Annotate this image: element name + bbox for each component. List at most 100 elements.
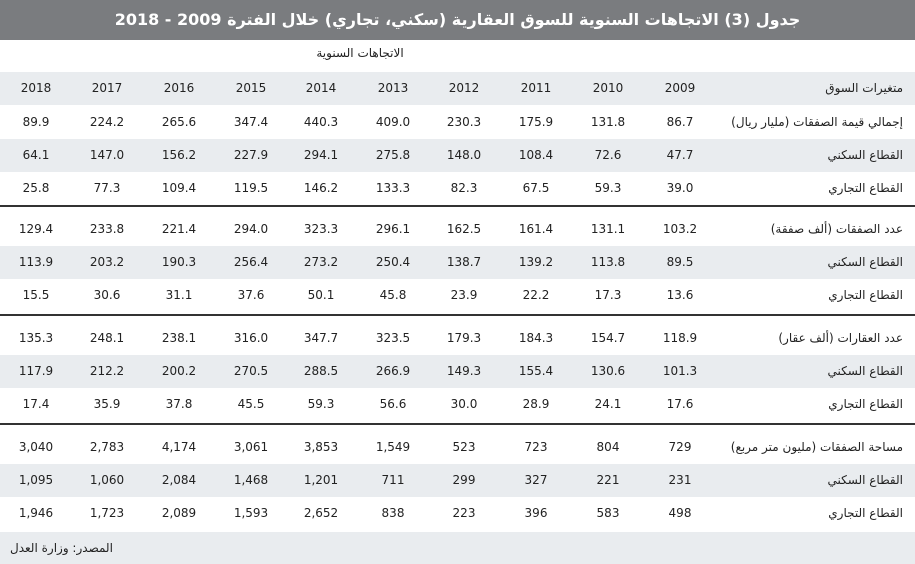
table-cell: 59.3 bbox=[594, 181, 622, 195]
table-cell: 1,095 bbox=[18, 473, 54, 487]
table-cell: 273.2 bbox=[303, 255, 339, 269]
table-row: 1,095 1,060 2,084 1,468 1,201 711 299 327 221 231… bbox=[0, 464, 915, 497]
table-cell: 155.4 bbox=[518, 364, 554, 378]
table-cell: 299 bbox=[452, 473, 476, 487]
table-row: 1,946 1,723 2,089 1,593 2,652 838 223 396 583 498… bbox=[0, 497, 915, 530]
table-cell: 184.3 bbox=[518, 331, 554, 345]
table-cell: 133.3 bbox=[375, 181, 411, 195]
table-cell: 212.2 bbox=[89, 364, 125, 378]
table-cell: 129.4 bbox=[18, 222, 54, 236]
row-label: إجمالي قيمة الصفقات (مليار ريال) bbox=[731, 115, 903, 129]
table-cell: 838 bbox=[381, 506, 405, 520]
table-cell: 31.1 bbox=[165, 288, 193, 302]
table-cell: 223 bbox=[452, 506, 476, 520]
table-cell: 50.1 bbox=[307, 288, 335, 302]
table-cell: 275.8 bbox=[375, 148, 411, 162]
table-cell: 45.5 bbox=[237, 397, 265, 411]
table-cell: 56.6 bbox=[379, 397, 407, 411]
table-cell: 1,060 bbox=[89, 473, 125, 487]
table-cell: 25.8 bbox=[22, 181, 50, 195]
table-cell: 2013 bbox=[377, 81, 409, 95]
table-cell: 64.1 bbox=[22, 148, 50, 162]
table-cell: 2009 bbox=[664, 81, 696, 95]
table-cell: 230.3 bbox=[446, 115, 482, 129]
table-row: 129.4 233.8 221.4 294.0 323.3 296.1 162.5 161.4… bbox=[0, 213, 915, 246]
table-row: 3,040 2,783 4,174 3,061 3,853 1,549 523 723 804 7… bbox=[0, 431, 915, 464]
table-cell: 203.2 bbox=[89, 255, 125, 269]
table-cell: 118.9 bbox=[662, 331, 698, 345]
table-cell: 23.9 bbox=[450, 288, 478, 302]
row-label: عدد العقارات (ألف عقار) bbox=[778, 331, 903, 345]
table-cell: 227.9 bbox=[233, 148, 269, 162]
table-cell: 154.7 bbox=[590, 331, 626, 345]
table-row: 15.5 30.6 31.1 37.6 50.1 45.8 23.9 22.2 17.3 13.6… bbox=[0, 279, 915, 312]
table-cell: 179.3 bbox=[446, 331, 482, 345]
row-label: القطاع التجاري bbox=[828, 288, 903, 302]
row-label: مساحة الصفقات (مليون متر مربع) bbox=[730, 440, 903, 454]
table-cell: 131.1 bbox=[590, 222, 626, 236]
table-cell: 523 bbox=[452, 440, 476, 454]
table-cell: 288.5 bbox=[303, 364, 339, 378]
header-row: 2018 2017 2016 2015 2014 2013 2012 2011 2010 2009… bbox=[0, 72, 915, 105]
table-cell: 1,723 bbox=[89, 506, 125, 520]
table-cell: 119.5 bbox=[233, 181, 269, 195]
table-cell: 146.2 bbox=[303, 181, 339, 195]
table-cell: 28.9 bbox=[522, 397, 550, 411]
table-cell: 17.3 bbox=[594, 288, 622, 302]
table-cell: 1,593 bbox=[233, 506, 269, 520]
table-cell: 723 bbox=[524, 440, 548, 454]
table-cell: 15.5 bbox=[22, 288, 50, 302]
table-cell: 323.5 bbox=[375, 331, 411, 345]
table-cell: 2016 bbox=[163, 81, 195, 95]
table-cell: 162.5 bbox=[446, 222, 482, 236]
table-cell: 2,089 bbox=[161, 506, 197, 520]
table-cell: 86.7 bbox=[666, 115, 694, 129]
row-label: القطاع السكني bbox=[827, 473, 903, 487]
table-cell: 294.0 bbox=[233, 222, 269, 236]
table-cell: 2010 bbox=[592, 81, 624, 95]
table-cell: 35.9 bbox=[93, 397, 121, 411]
table-cell: 804 bbox=[596, 440, 620, 454]
table-cell: 498 bbox=[668, 506, 692, 520]
table-cell: 1,468 bbox=[233, 473, 269, 487]
table-cell: 17.6 bbox=[666, 397, 694, 411]
table-row: 89.9 224.2 265.6 347.4 440.3 409.0 230.3 175.9 1… bbox=[0, 106, 915, 139]
table-cell: 231 bbox=[668, 473, 692, 487]
table-subheader: الاتجاهات السنوية bbox=[0, 40, 915, 72]
table-cell: 224.2 bbox=[89, 115, 125, 129]
table-cell: 89.5 bbox=[666, 255, 694, 269]
table-cell: 22.2 bbox=[522, 288, 550, 302]
table-cell: 2018 bbox=[20, 81, 52, 95]
table-cell: 156.2 bbox=[161, 148, 197, 162]
table-cell: 17.4 bbox=[22, 397, 50, 411]
table-cell: 59.3 bbox=[307, 397, 335, 411]
table-cell: 296.1 bbox=[375, 222, 411, 236]
table-cell: 238.1 bbox=[161, 331, 197, 345]
table-cell: 138.7 bbox=[446, 255, 482, 269]
table-cell: 108.4 bbox=[518, 148, 554, 162]
table-cell: 3,061 bbox=[233, 440, 269, 454]
table-cell: 147.0 bbox=[89, 148, 125, 162]
table-cell: 190.3 bbox=[161, 255, 197, 269]
row-label: القطاع السكني bbox=[827, 148, 903, 162]
table-row: 17.4 35.9 37.8 45.5 59.3 56.6 30.0 28.9 24.1 17.6… bbox=[0, 388, 915, 421]
table-cell: 77.3 bbox=[93, 181, 121, 195]
table-cell: 270.5 bbox=[233, 364, 269, 378]
table-cell: 30.0 bbox=[450, 397, 478, 411]
table-cell: 149.3 bbox=[446, 364, 482, 378]
table-cell: 101.3 bbox=[662, 364, 698, 378]
group-separator bbox=[0, 205, 915, 207]
table-cell: 67.5 bbox=[522, 181, 550, 195]
table-cell: 2014 bbox=[305, 81, 337, 95]
table-cell: 256.4 bbox=[233, 255, 269, 269]
table-title: جدول (3) الاتجاهات السنوية للسوق العقاري… bbox=[0, 0, 915, 40]
table-row: 113.9 203.2 190.3 256.4 273.2 250.4 138.7 139.2… bbox=[0, 246, 915, 279]
source-note: المصدر: وزارة العدل bbox=[10, 541, 113, 555]
table-cell: 37.8 bbox=[165, 397, 193, 411]
table-cell: 323.3 bbox=[303, 222, 339, 236]
table-cell: 13.6 bbox=[666, 288, 694, 302]
table-cell: 39.0 bbox=[666, 181, 694, 195]
table-cell: 45.8 bbox=[379, 288, 407, 302]
table-cell: 47.7 bbox=[666, 148, 694, 162]
table-cell: 135.3 bbox=[18, 331, 54, 345]
